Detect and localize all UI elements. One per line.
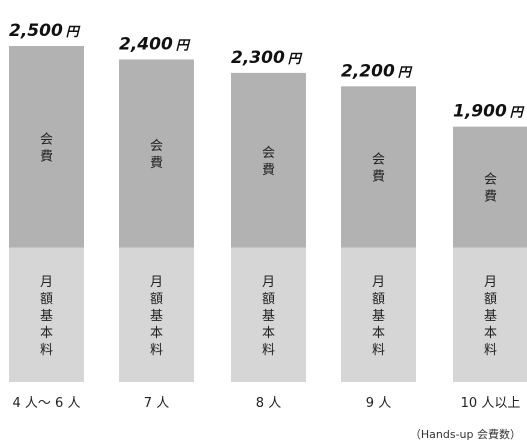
bar-fee-label: 会費: [484, 173, 497, 205]
bar-total-label: 2,400 円: [119, 34, 191, 54]
bar-base-segment: [453, 247, 527, 382]
chart-note: （Hands-up 会費数）: [409, 428, 521, 441]
bar-fee-label: 会費: [150, 139, 163, 171]
category-label: 4 人〜 6 人: [13, 396, 81, 411]
bar-total-label: 2,300 円: [231, 48, 303, 68]
bar-group-4: 月額基本料 会費 2,200 円 9 人: [341, 61, 416, 411]
bar-base-segment: [231, 247, 306, 382]
bar-base-segment: [9, 247, 84, 382]
category-label: 10 人以上: [461, 396, 521, 411]
bar-total-label: 2,500 円: [9, 21, 81, 41]
bar-base-label: 月額基本料: [40, 275, 53, 358]
category-label: 7 人: [144, 396, 169, 411]
bar-base-segment: [341, 247, 416, 382]
bar-total-label: 2,200 円: [341, 61, 413, 81]
bar-fee-label: 会費: [372, 153, 385, 185]
bar-fee-segment: [341, 86, 416, 248]
bar-base-label: 月額基本料: [262, 275, 275, 358]
bar-fee-segment: [9, 46, 84, 248]
bar-fee-segment: [231, 72, 306, 248]
bar-fee-label: 会費: [40, 132, 53, 164]
bar-base-label: 月額基本料: [150, 275, 163, 358]
bar-group-5: 月額基本料 会費 1,900 円 10 人以上: [453, 102, 527, 411]
bar-fee-segment: [453, 126, 527, 248]
bar-base-label: 月額基本料: [372, 275, 385, 358]
category-label: 9 人: [366, 396, 391, 411]
bar-total-label: 1,900 円: [453, 102, 525, 122]
bar-base-segment: [119, 247, 194, 382]
bar-group-3: 月額基本料 会費 2,300 円 8 人: [231, 48, 306, 411]
bar-fee-segment: [119, 59, 194, 248]
bar-group-2: 月額基本料 会費 2,400 円 7 人: [119, 34, 194, 411]
bar-group-1: 月額基本料 会費 2,500 円 4 人〜 6 人: [9, 21, 84, 411]
category-label: 8 人: [256, 396, 281, 411]
bar-fee-label: 会費: [262, 146, 275, 178]
bar-base-label: 月額基本料: [484, 275, 497, 358]
